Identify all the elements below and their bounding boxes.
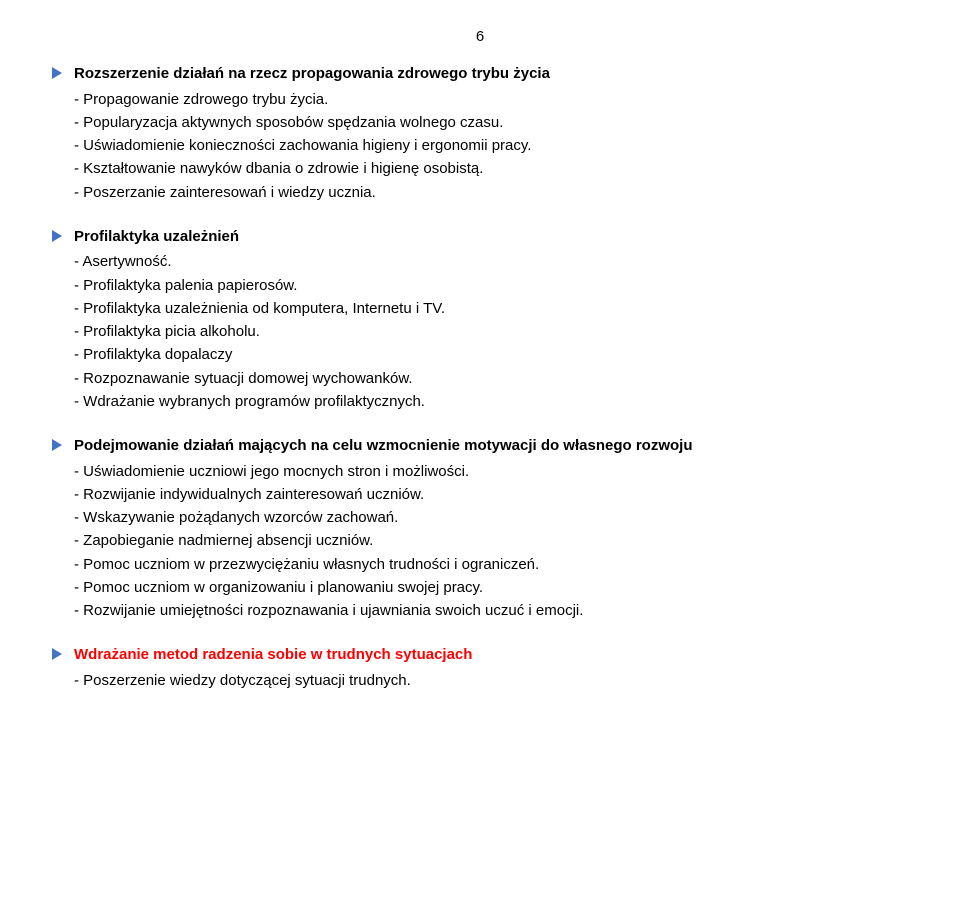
- list-item: - Kształtowanie nawyków dbania o zdrowie…: [74, 157, 910, 180]
- arrow-right-icon: [50, 646, 66, 662]
- list-item: - Zapobieganie nadmiernej absencji uczni…: [74, 529, 910, 552]
- list-item: - Pomoc uczniom w przezwyciężaniu własny…: [74, 553, 910, 576]
- page-number: 6: [50, 28, 910, 45]
- heading-row: Profilaktyka uzależnień: [50, 226, 910, 249]
- list-item: - Wskazywanie pożądanych wzorców zachowa…: [74, 506, 910, 529]
- list-item: - Profilaktyka picia alkoholu.: [74, 320, 910, 343]
- list-item: - Rozwijanie indywidualnych zainteresowa…: [74, 483, 910, 506]
- list-item: - Popularyzacja aktywnych sposobów spędz…: [74, 111, 910, 134]
- heading-row: Wdrażanie metod radzenia sobie w trudnyc…: [50, 644, 910, 667]
- section-heading-red: Wdrażanie metod radzenia sobie w trudnyc…: [74, 644, 472, 667]
- section-3: Podejmowanie działań mających na celu wz…: [50, 435, 910, 622]
- arrow-right-icon: [50, 437, 66, 453]
- list-item: - Profilaktyka dopalaczy: [74, 343, 910, 366]
- list-item: - Pomoc uczniom w organizowaniu i planow…: [74, 576, 910, 599]
- list-item: - Asertywność.: [74, 250, 910, 273]
- section-heading: Profilaktyka uzależnień: [74, 226, 239, 249]
- section-1: Rozszerzenie działań na rzecz propagowan…: [50, 63, 910, 204]
- list-item: - Profilaktyka palenia papierosów.: [74, 274, 910, 297]
- section-heading: Rozszerzenie działań na rzecz propagowan…: [74, 63, 550, 86]
- list-item: - Poszerzanie zainteresowań i wiedzy ucz…: [74, 181, 910, 204]
- list-item: - Profilaktyka uzależnienia od komputera…: [74, 297, 910, 320]
- heading-row: Podejmowanie działań mających na celu wz…: [50, 435, 910, 458]
- list-item: - Uświadomienie konieczności zachowania …: [74, 134, 910, 157]
- heading-row: Rozszerzenie działań na rzecz propagowan…: [50, 63, 910, 86]
- section-4: Wdrażanie metod radzenia sobie w trudnyc…: [50, 644, 910, 692]
- arrow-right-icon: [50, 65, 66, 81]
- list-item: - Poszerzenie wiedzy dotyczącej sytuacji…: [74, 669, 910, 692]
- section-heading: Podejmowanie działań mających na celu wz…: [74, 435, 693, 458]
- list-item: - Rozwijanie umiejętności rozpoznawania …: [74, 599, 910, 622]
- list-item: - Wdrażanie wybranych programów profilak…: [74, 390, 910, 413]
- arrow-right-icon: [50, 228, 66, 244]
- section-2: Profilaktyka uzależnień - Asertywność. -…: [50, 226, 910, 413]
- document-page: 6 Rozszerzenie działań na rzecz propagow…: [0, 0, 960, 754]
- list-item: - Rozpoznawanie sytuacji domowej wychowa…: [74, 367, 910, 390]
- list-item: - Propagowanie zdrowego trybu życia.: [74, 88, 910, 111]
- list-item: - Uświadomienie uczniowi jego mocnych st…: [74, 460, 910, 483]
